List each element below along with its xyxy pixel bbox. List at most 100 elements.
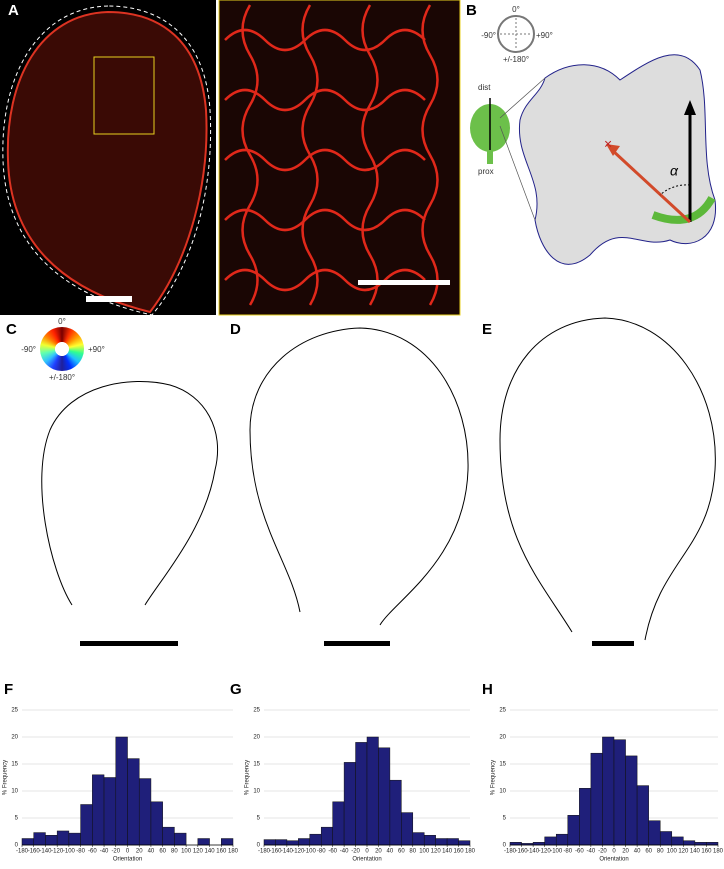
x-tick-label: 0	[612, 849, 616, 855]
bar	[286, 840, 299, 846]
x-tick-label: -160	[269, 849, 282, 855]
bar	[366, 736, 379, 846]
bar	[389, 779, 402, 846]
bar	[343, 762, 356, 846]
bar	[68, 832, 81, 846]
panel-label: F	[4, 681, 13, 698]
bar	[80, 804, 93, 846]
bar	[706, 842, 719, 846]
x-tick-label: -180	[504, 849, 517, 855]
bar	[355, 742, 368, 846]
y-tick-label: 10	[11, 789, 18, 795]
bar	[423, 835, 436, 846]
x-tick-label: 140	[690, 849, 701, 855]
x-tick-label: -180	[16, 849, 29, 855]
y-tick-label: 20	[499, 735, 506, 741]
bar	[446, 838, 459, 846]
bar	[174, 832, 187, 846]
bar	[298, 838, 311, 846]
x-tick-label: -40	[587, 849, 596, 855]
leaf-outline	[499, 317, 716, 641]
x-tick-label: 180	[228, 849, 239, 855]
x-axis-label: Orientation	[113, 857, 142, 863]
bar	[555, 833, 569, 846]
wheel-label: +/-180°	[49, 373, 75, 382]
x-tick-label: -60	[88, 849, 97, 855]
compass-label: 0°	[512, 5, 520, 14]
bar	[412, 832, 425, 846]
y-tick-label: 10	[253, 789, 260, 795]
inset-box	[93, 56, 155, 135]
bar	[579, 788, 592, 846]
leaf-label: dist	[478, 83, 491, 92]
bar	[590, 752, 603, 846]
x-tick-label: -140	[527, 849, 540, 855]
x-tick-label: 120	[431, 849, 442, 855]
bar	[127, 758, 140, 846]
zoom-lines	[499, 77, 546, 221]
polarity-arrow	[610, 148, 692, 224]
x-tick-label: -20	[598, 849, 607, 855]
compass	[497, 15, 535, 53]
bar	[671, 836, 684, 846]
x-tick-label: 80	[409, 849, 416, 855]
bar	[45, 835, 58, 846]
wheel-label: +90°	[88, 345, 105, 354]
y-tick-label: 5	[257, 816, 261, 822]
x-tick-label: -160	[516, 849, 529, 855]
arrow-head	[606, 144, 620, 156]
leaf-image	[6, 10, 208, 314]
bar	[613, 739, 626, 846]
scale-bar	[358, 280, 450, 285]
y-tick-label: 20	[11, 735, 18, 741]
y-tick-label: 15	[499, 762, 506, 768]
x-tick-label: 160	[701, 849, 712, 855]
x-tick-label: 100	[667, 849, 678, 855]
bar	[401, 812, 414, 846]
x-tick-label: -100	[304, 849, 317, 855]
scale-bar	[86, 296, 132, 302]
x-tick-label: -100	[63, 849, 76, 855]
x-tick-label: -160	[28, 849, 41, 855]
x-tick-label: -180	[258, 849, 271, 855]
y-axis-label: % Frequency	[3, 760, 9, 795]
scale-bar	[592, 641, 634, 646]
y-tick-label: 5	[503, 816, 507, 822]
petiole-icon	[487, 150, 493, 164]
y-tick-label: 25	[11, 708, 18, 714]
bar	[56, 830, 70, 846]
x-tick-label: -40	[340, 849, 349, 855]
bar	[138, 778, 152, 846]
bar	[648, 820, 661, 846]
bar	[221, 838, 234, 846]
bar	[567, 815, 580, 846]
color-wheel	[40, 327, 84, 371]
x-tick-label: 40	[634, 849, 641, 855]
y-tick-label: 5	[15, 816, 19, 822]
y-tick-label: 25	[253, 708, 260, 714]
y-tick-label: 20	[253, 735, 260, 741]
x-tick-label: -60	[328, 849, 337, 855]
x-tick-label: -80	[563, 849, 572, 855]
leaf-outline	[2, 5, 212, 316]
bar	[694, 842, 707, 846]
x-axis-label: Orientation	[352, 857, 381, 863]
x-tick-label: 60	[159, 849, 166, 855]
x-tick-label: -120	[292, 849, 305, 855]
x-tick-label: 80	[171, 849, 178, 855]
bar	[309, 833, 322, 846]
compass-label: -90°	[481, 31, 496, 40]
y-tick-label: 10	[499, 789, 506, 795]
y-axis-label: % Frequency	[245, 760, 251, 795]
bar	[509, 842, 522, 846]
x-tick-label: -20	[351, 849, 360, 855]
x-tick-label: -80	[317, 849, 326, 855]
y-tick-label: 15	[11, 762, 18, 768]
compass-label: +/-180°	[503, 55, 529, 64]
bar	[263, 839, 276, 846]
x-tick-label: -40	[100, 849, 109, 855]
bar	[103, 777, 117, 846]
x-tick-label: 20	[622, 849, 629, 855]
